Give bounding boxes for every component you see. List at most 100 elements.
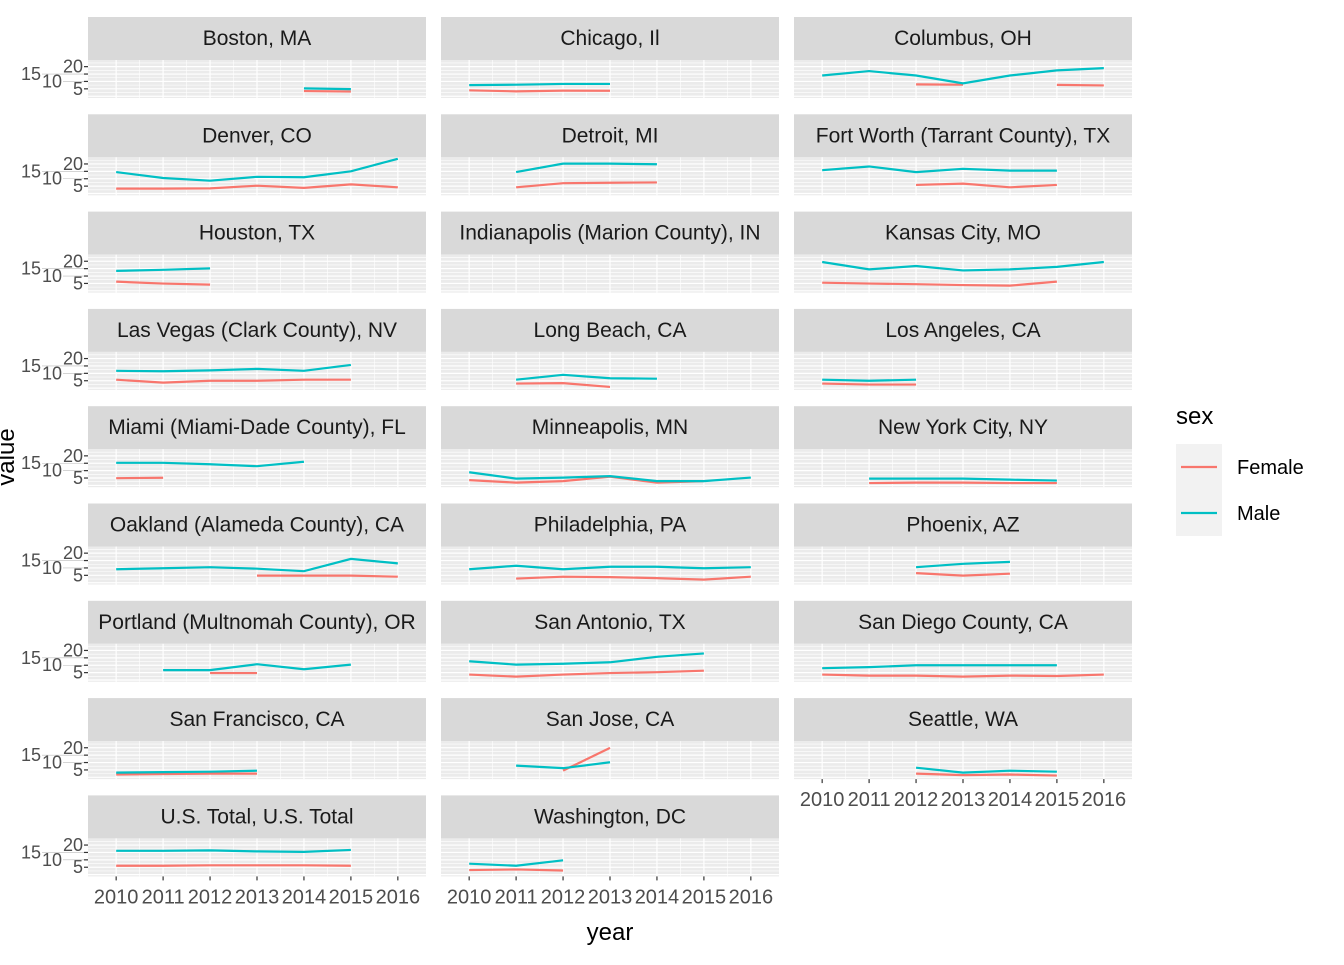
y-tick-label: 10	[42, 558, 62, 578]
legend: sex Female Male	[1176, 403, 1304, 536]
y-tick-label: 10	[42, 655, 62, 675]
x-tick-label: 2016	[729, 886, 774, 908]
y-tick-label: 20	[63, 835, 83, 855]
y-tick-label: 20	[63, 154, 83, 174]
facet-title: San Jose, CA	[546, 708, 674, 731]
facet-title: San Antonio, TX	[534, 611, 685, 634]
y-tick-label: 5	[73, 371, 83, 391]
y-tick-label: 20	[63, 349, 83, 369]
y-tick-label: 5	[73, 663, 83, 683]
series-line-female	[822, 384, 916, 385]
x-tick-label: 2011	[848, 789, 891, 811]
y-tick-label: 10	[42, 461, 62, 481]
legend-title: sex	[1176, 403, 1213, 430]
facet-title: Boston, MA	[203, 27, 312, 50]
y-tick-label: 20	[63, 251, 83, 271]
facet-panel: New York City, NY	[794, 406, 1132, 487]
facet-title: Washington, DC	[534, 805, 686, 828]
facet-title: U.S. Total, U.S. Total	[161, 805, 354, 828]
y-tick-label: 10	[42, 266, 62, 286]
facet-panel: Fort Worth (Tarrant County), TX	[794, 114, 1132, 195]
y-tick-label: 20	[63, 738, 83, 758]
y-tick-label: 20	[63, 446, 83, 466]
facet-panel: Columbus, OH	[794, 17, 1132, 98]
series-line-male	[304, 88, 351, 89]
facet-title: Fort Worth (Tarrant County), TX	[816, 124, 1110, 147]
x-tick-label: 2015	[329, 886, 374, 908]
facet-title: Oakland (Alameda County), CA	[110, 514, 404, 537]
x-tick-label: 2014	[988, 789, 1033, 811]
facet-panel: Phoenix, AZ	[794, 504, 1132, 585]
y-tick-label: 15	[21, 745, 41, 765]
y-tick-label: 10	[42, 71, 62, 91]
facet-title: Columbus, OH	[894, 27, 1032, 50]
facet-title: Portland (Multnomah County), OR	[98, 611, 415, 634]
x-tick-label: 2012	[894, 789, 939, 811]
facet-panel: San Diego County, CA	[794, 601, 1132, 682]
x-tick-label: 2014	[635, 886, 680, 908]
facet-title: Denver, CO	[202, 124, 312, 147]
series-line-female	[1057, 85, 1104, 86]
facet-panel: Detroit, MI	[441, 114, 779, 195]
y-tick-label: 15	[21, 453, 41, 473]
y-tick-label: 15	[21, 648, 41, 668]
y-tick-label: 15	[21, 64, 41, 84]
x-tick-label: 2012	[541, 886, 586, 908]
y-tick-label: 5	[73, 79, 83, 99]
x-tick-label: 2013	[588, 886, 633, 908]
facet-panel: Long Beach, CA	[441, 309, 779, 390]
facet-title: Chicago, Il	[560, 27, 659, 50]
x-tick-label: 2015	[1035, 789, 1080, 811]
series-line-female	[116, 774, 257, 775]
facet-title: Houston, TX	[199, 222, 315, 245]
facet-title: San Francisco, CA	[169, 708, 344, 731]
facet-panel: Indianapolis (Marion County), IN	[441, 212, 779, 293]
y-tick-label: 10	[42, 169, 62, 189]
x-axis-title: year	[587, 919, 634, 946]
y-tick-label: 5	[73, 857, 83, 877]
y-tick-label: 5	[73, 565, 83, 585]
legend-label: Male	[1237, 503, 1280, 525]
facet-panel: Minneapolis, MN	[441, 406, 779, 487]
x-tick-label: 2012	[188, 886, 233, 908]
x-tick-label: 2016	[376, 886, 421, 908]
y-tick-label: 5	[73, 273, 83, 293]
facet-panel: Philadelphia, PA	[441, 504, 779, 585]
y-tick-label: 20	[63, 543, 83, 563]
facet-title: Seattle, WA	[908, 708, 1018, 731]
y-tick-label: 20	[63, 57, 83, 77]
facet-title: Miami (Miami-Dade County), FL	[108, 416, 406, 439]
x-tick-label: 2013	[235, 886, 280, 908]
y-tick-label: 15	[21, 551, 41, 571]
facet-panel: Los Angeles, CA	[794, 309, 1132, 390]
facet-title: San Diego County, CA	[858, 611, 1068, 634]
x-tick-label: 2016	[1082, 789, 1127, 811]
x-tick-label: 2013	[941, 789, 986, 811]
facet-title: Kansas City, MO	[885, 222, 1041, 245]
y-tick-label: 5	[73, 176, 83, 196]
y-axis-title: value	[0, 428, 20, 485]
series-line-female	[469, 869, 563, 870]
y-tick-label: 15	[21, 161, 41, 181]
series-line-female	[469, 90, 610, 91]
y-tick-label: 10	[42, 363, 62, 383]
facet-title: Phoenix, AZ	[906, 514, 1019, 537]
series-line-female	[257, 576, 398, 577]
facet-title: Philadelphia, PA	[534, 514, 687, 537]
x-tick-label: 2011	[142, 886, 185, 908]
y-tick-label: 15	[21, 356, 41, 376]
facet-panel: San Antonio, TX	[441, 601, 779, 682]
y-tick-label: 15	[21, 842, 41, 862]
y-tick-label: 15	[21, 259, 41, 279]
legend-label: Female	[1237, 457, 1304, 479]
